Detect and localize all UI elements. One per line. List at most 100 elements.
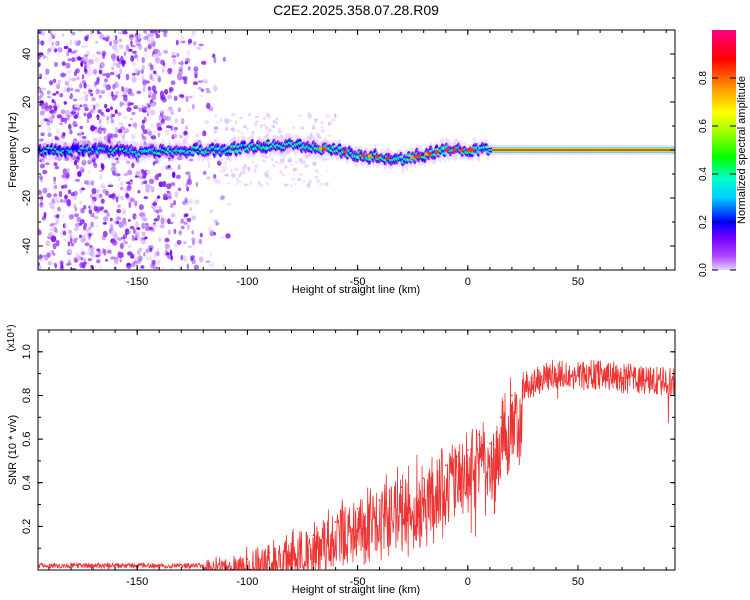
noise-mark — [75, 68, 80, 74]
ridge-hotspot — [470, 148, 475, 152]
noise-mark — [298, 157, 301, 162]
snr-point — [334, 521, 337, 523]
noise-mark — [172, 50, 175, 56]
noise-mark — [190, 255, 196, 260]
noise-mark — [200, 88, 205, 92]
noise-mark — [209, 252, 212, 257]
noise-mark — [136, 227, 141, 231]
noise-mark — [132, 76, 137, 83]
noise-mark — [154, 49, 161, 53]
noise-mark — [210, 30, 214, 34]
noise-mark — [168, 89, 172, 94]
noise-mark — [93, 216, 99, 220]
noise-mark — [192, 41, 197, 46]
noise-mark — [188, 174, 191, 180]
noise-mark — [185, 171, 191, 175]
noise-mark — [88, 209, 93, 215]
noise-mark — [74, 178, 81, 182]
noise-mark — [189, 95, 193, 99]
noise-mark — [81, 44, 86, 49]
noise-mark — [40, 40, 45, 46]
colorbar-tick-label: 0.2 — [698, 215, 709, 229]
noise-mark — [133, 228, 136, 234]
noise-mark — [183, 221, 188, 225]
noise-mark — [126, 160, 131, 164]
snr-x-ticks: -150 -100 -50 0 50 — [48, 330, 667, 588]
noise-mark — [130, 197, 135, 203]
noise-mark — [212, 53, 216, 58]
noise-mark — [191, 94, 195, 99]
noise-mark — [138, 204, 144, 211]
noise-mark — [64, 173, 70, 179]
noise-mark — [116, 208, 122, 214]
noise-mark — [85, 34, 90, 39]
noise-mark — [173, 228, 177, 234]
noise-mark — [183, 213, 186, 218]
noise-mark — [102, 189, 108, 194]
noise-mark — [188, 198, 194, 205]
noise-mark — [45, 68, 50, 75]
noise-mark — [330, 118, 333, 123]
noise-mark — [118, 44, 124, 49]
noise-mark — [112, 83, 116, 90]
noise-mark — [39, 110, 46, 116]
noise-mark — [240, 170, 243, 176]
noise-mark — [113, 234, 118, 240]
noise-mark — [144, 52, 149, 59]
y-tick-label: 0.8 — [21, 388, 33, 403]
noise-mark — [176, 239, 182, 245]
noise-mark — [49, 109, 55, 114]
x-tick-label: -150 — [126, 576, 148, 588]
noise-mark — [110, 53, 117, 61]
noise-mark — [50, 235, 57, 243]
noise-mark — [120, 195, 124, 201]
noise-mark — [198, 43, 204, 47]
noise-mark — [180, 225, 185, 230]
noise-mark — [87, 69, 94, 76]
noise-mark — [100, 89, 106, 94]
noise-mark — [133, 260, 138, 266]
ridge-hotspot — [452, 148, 457, 152]
noise-mark — [113, 122, 116, 129]
noise-mark — [151, 85, 157, 92]
noise-mark — [89, 250, 95, 257]
noise-mark — [99, 208, 103, 211]
noise-mark — [73, 237, 77, 244]
noise-mark — [134, 200, 138, 207]
noise-mark — [130, 133, 136, 140]
noise-mark — [98, 69, 103, 75]
noise-mark — [110, 119, 114, 124]
ridge-hotspot — [424, 152, 429, 156]
noise-mark — [224, 160, 227, 166]
noise-mark — [55, 239, 60, 247]
noise-mark — [138, 212, 145, 217]
noise-mark — [140, 238, 147, 245]
noise-mark — [142, 169, 145, 175]
noise-mark — [119, 242, 124, 250]
noise-mark — [132, 122, 138, 128]
noise-mark — [82, 91, 88, 94]
noise-mark — [187, 178, 193, 186]
noise-mark — [94, 116, 98, 120]
noise-mark — [79, 200, 83, 205]
noise-mark — [47, 132, 52, 138]
noise-mark — [231, 112, 236, 116]
noise-mark — [157, 126, 163, 131]
noise-mark — [119, 68, 123, 75]
snr-point — [290, 542, 293, 545]
noise-mark — [116, 220, 119, 225]
noise-mark — [246, 127, 249, 131]
noise-mark — [135, 40, 141, 44]
noise-mark — [44, 254, 49, 261]
noise-mark — [195, 134, 199, 138]
noise-mark — [187, 245, 193, 249]
y-tick-label: 0.6 — [21, 431, 33, 446]
noise-mark — [38, 189, 43, 195]
noise-mark — [101, 73, 108, 76]
noise-mark — [102, 221, 107, 225]
noise-mark — [83, 68, 87, 72]
noise-mark — [108, 183, 113, 186]
noise-mark — [254, 164, 259, 169]
noise-mark — [240, 131, 244, 135]
noise-mark — [152, 185, 156, 192]
